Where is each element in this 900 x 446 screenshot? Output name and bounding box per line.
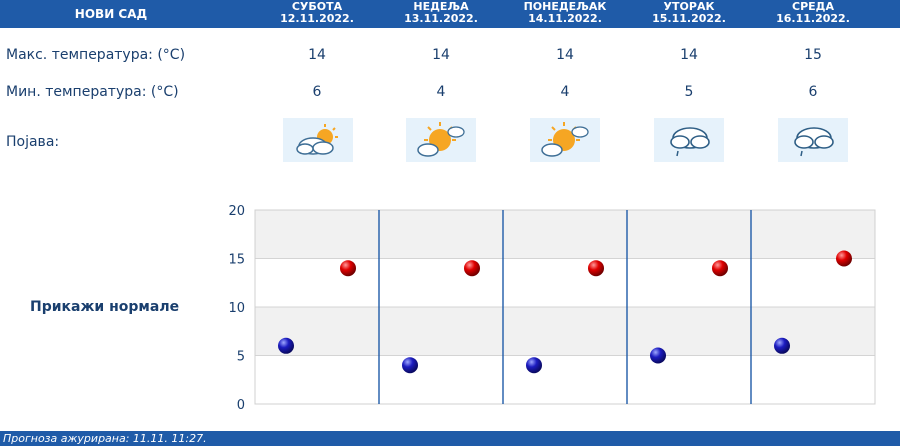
y-tick-label: 5 bbox=[237, 350, 245, 365]
sunny-intervals-icon bbox=[406, 118, 476, 162]
chart-band bbox=[255, 258, 875, 307]
y-tick-label: 20 bbox=[228, 204, 245, 219]
y-tick-label: 15 bbox=[228, 253, 245, 268]
day-date: 16.11.2022. bbox=[776, 12, 850, 25]
min-temp-value: 4 bbox=[560, 84, 570, 100]
min-temp-point bbox=[650, 347, 666, 364]
max-temp-label: Макс. температура: (°C) bbox=[6, 47, 186, 63]
day-header-4: УТОРАК 15.11.2022. bbox=[627, 1, 751, 25]
y-tick-label: 0 bbox=[237, 398, 245, 412]
min-temp-value: 5 bbox=[684, 84, 694, 100]
day-name: СРЕДА bbox=[792, 0, 834, 13]
temperature-chart: 0 5 10 15 20 bbox=[228, 204, 876, 412]
max-temp-point bbox=[588, 260, 604, 277]
chart-band bbox=[255, 307, 875, 356]
day-date: 14.11.2022. bbox=[528, 12, 602, 25]
max-temp-value: 15 bbox=[804, 47, 822, 63]
day-name: НЕДЕЉА bbox=[413, 0, 469, 13]
chart-band bbox=[255, 355, 875, 404]
max-temp-value: 14 bbox=[680, 47, 698, 63]
max-temp-value: 14 bbox=[432, 47, 450, 63]
day-date: 13.11.2022. bbox=[404, 12, 478, 25]
max-temp-point bbox=[836, 250, 852, 267]
day-date: 15.11.2022. bbox=[652, 12, 726, 25]
day-date: 12.11.2022. bbox=[280, 12, 354, 25]
cloud-drizzle-icon bbox=[778, 118, 848, 162]
chart-frame bbox=[254, 209, 876, 405]
day-header-1: СУБОТА 12.11.2022. bbox=[255, 1, 379, 25]
phenomenon-label: Појава: bbox=[6, 134, 60, 150]
day-name: УТОРАК bbox=[663, 0, 715, 13]
partly-cloudy-icon bbox=[283, 118, 353, 162]
day-header-5: СРЕДА 16.11.2022. bbox=[751, 1, 875, 25]
min-temp-value: 4 bbox=[436, 84, 446, 100]
max-temp-point bbox=[340, 260, 356, 277]
max-temp-value: 14 bbox=[556, 47, 574, 63]
max-temp-value: 14 bbox=[308, 47, 326, 63]
cloud-drizzle-icon bbox=[654, 118, 724, 162]
max-temp-point bbox=[464, 260, 480, 277]
min-temp-point bbox=[402, 357, 418, 374]
show-normals-link[interactable]: Прикажи нормале bbox=[30, 299, 180, 315]
y-tick-label: 10 bbox=[228, 301, 245, 316]
day-name: СУБОТА bbox=[291, 0, 343, 13]
header-bar: НОВИ САД СУБОТА 12.11.2022. НЕДЕЉА 13.11… bbox=[0, 0, 900, 28]
min-temp-point bbox=[774, 337, 790, 354]
chart-band bbox=[255, 210, 875, 259]
min-temp-label: Мин. температура: (°C) bbox=[6, 84, 179, 100]
min-temp-point bbox=[278, 337, 294, 354]
city-name: НОВИ САД bbox=[74, 7, 148, 21]
max-temp-point bbox=[712, 260, 728, 277]
min-temp-point bbox=[526, 357, 542, 374]
sunny-intervals-icon bbox=[530, 118, 600, 162]
forecast-updated-footer: Прогноза ажурирана: 11.11. 11:27. bbox=[0, 431, 900, 446]
day-header-3: ПОНЕДЕЉАК 14.11.2022. bbox=[503, 1, 627, 25]
day-name: ПОНЕДЕЉАК bbox=[523, 0, 607, 13]
min-temp-value: 6 bbox=[312, 84, 322, 100]
day-header-2: НЕДЕЉА 13.11.2022. bbox=[379, 1, 503, 25]
min-temp-value: 6 bbox=[808, 84, 818, 100]
